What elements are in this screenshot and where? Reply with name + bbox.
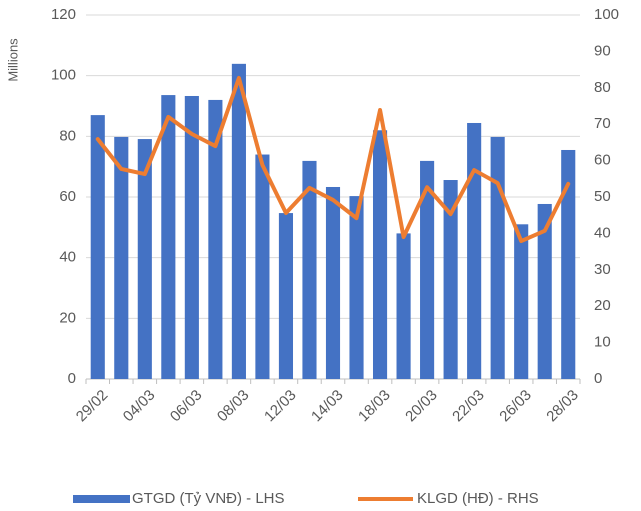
bar (325, 186, 341, 379)
bar (208, 99, 223, 379)
x-tick-label: 06/03 (167, 387, 206, 426)
bar (255, 154, 270, 379)
bar (161, 95, 176, 379)
y-tick-label: 120 (51, 6, 76, 23)
bar (349, 196, 364, 379)
legend-swatch (73, 495, 130, 503)
bar (137, 139, 152, 379)
y2-tick-label: 80 (594, 79, 611, 96)
y2-tick-label: 50 (594, 188, 611, 205)
x-tick-label: 28/03 (543, 387, 582, 426)
bar (114, 136, 129, 379)
bar (561, 149, 576, 379)
bar (490, 136, 505, 379)
bar (184, 95, 199, 380)
y-tick-label: 20 (59, 309, 76, 326)
y2-tick-label: 60 (594, 152, 611, 169)
bar (302, 160, 317, 379)
bar (90, 115, 105, 379)
y-tick-label: 60 (59, 188, 76, 205)
x-tick-label: 22/03 (449, 387, 488, 426)
y2-tick-label: 40 (594, 224, 611, 241)
y-axis-label: Millions (5, 38, 20, 82)
y-tick-label: 0 (68, 370, 76, 387)
x-tick-label: 04/03 (120, 387, 159, 426)
y2-tick-label: 30 (594, 261, 611, 278)
y2-tick-label: 100 (594, 6, 619, 23)
x-tick-label: 29/02 (73, 387, 112, 426)
x-tick-label: 14/03 (308, 387, 347, 426)
x-tick-label: 08/03 (214, 387, 253, 426)
y2-tick-label: 70 (594, 115, 611, 132)
y-tick-label: 40 (59, 249, 76, 266)
y-tick-label: 80 (59, 127, 76, 144)
y-tick-label: 100 (51, 67, 76, 84)
bar (278, 213, 294, 379)
x-tick-label: 18/03 (355, 387, 394, 426)
y2-tick-label: 90 (594, 42, 611, 59)
legend-label: GTGD (Tỷ VNĐ) - LHS (132, 490, 285, 507)
bar (420, 160, 435, 379)
x-tick-label: 26/03 (496, 387, 535, 426)
line (95, 75, 571, 244)
bar (467, 122, 482, 379)
bar (537, 203, 552, 379)
legend-label: KLGD (HĐ) - RHS (417, 490, 539, 507)
bar (372, 130, 388, 379)
x-tick-label: 12/03 (261, 387, 300, 426)
y2-tick-label: 20 (594, 297, 611, 314)
bar (514, 224, 529, 379)
y2-tick-label: 0 (594, 370, 602, 387)
bar (443, 180, 458, 379)
bar (396, 233, 411, 379)
bar (231, 63, 246, 379)
y2-tick-label: 10 (594, 334, 611, 351)
x-tick-label: 20/03 (402, 387, 441, 426)
